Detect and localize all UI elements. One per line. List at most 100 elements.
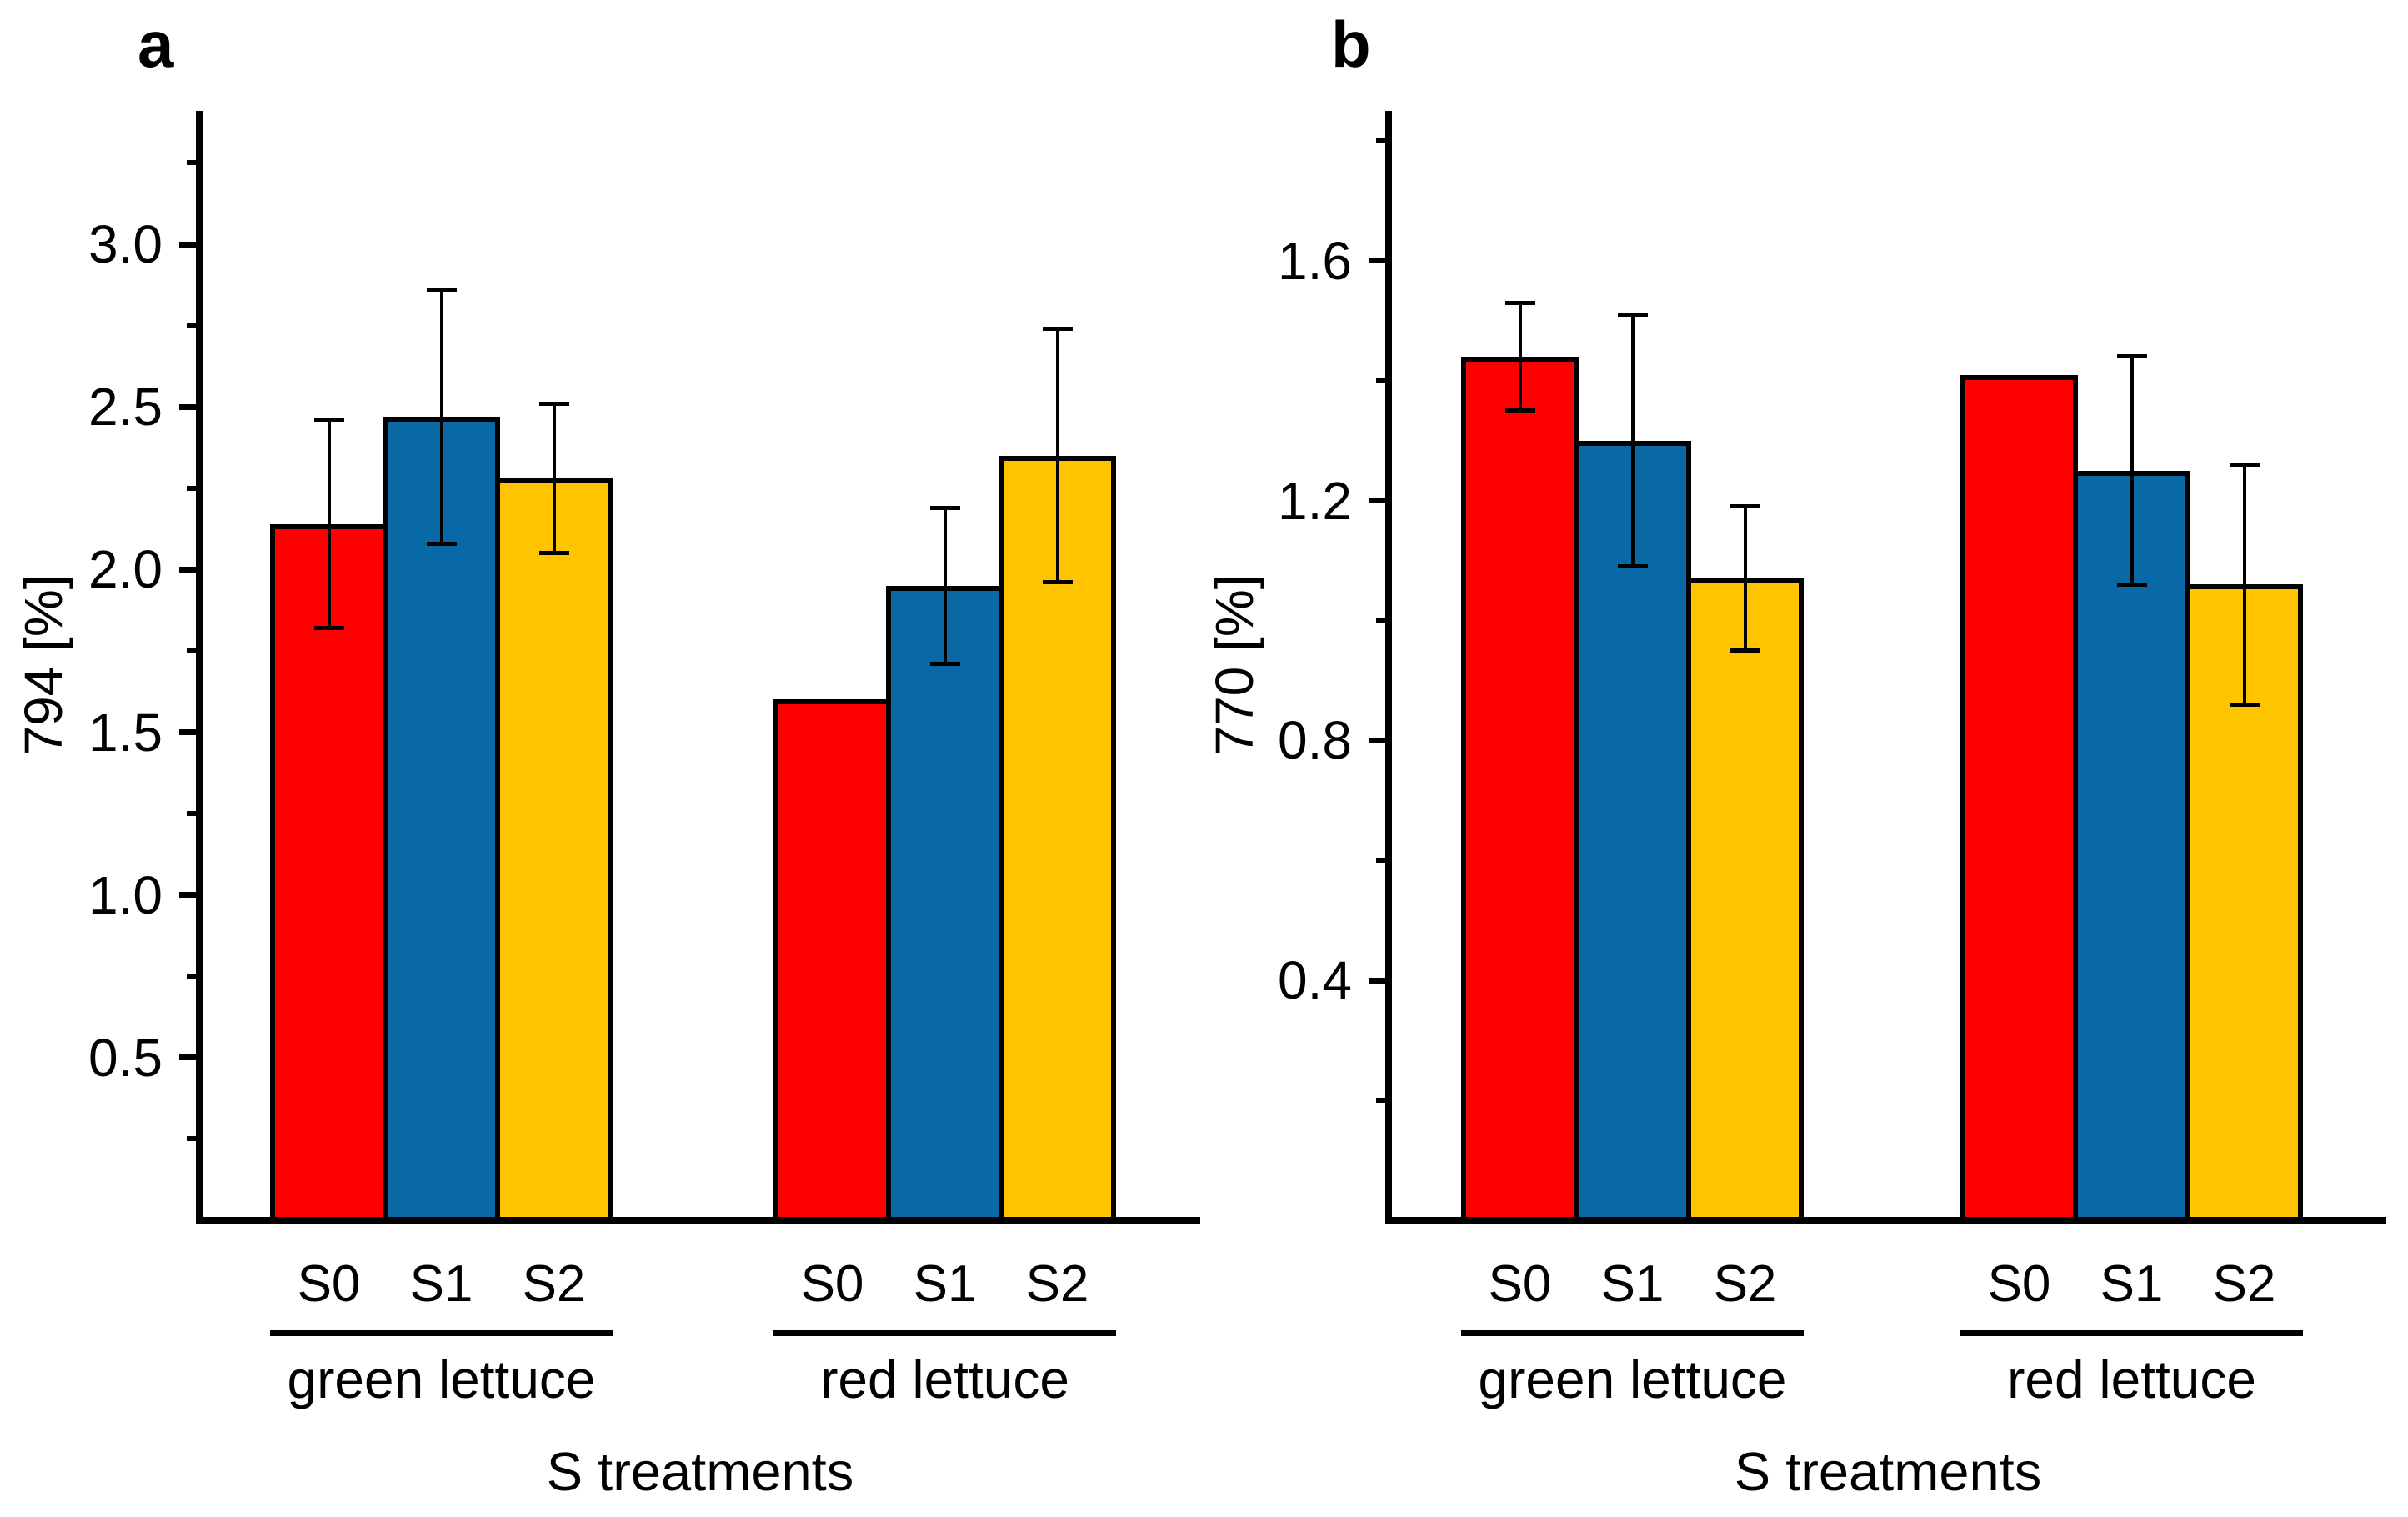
bar-a-red-S1 xyxy=(886,585,1004,1224)
error-bar-b xyxy=(2130,356,2134,585)
panel-b-major-tick xyxy=(1369,258,1385,264)
bar-b-green-S0 xyxy=(1461,356,1579,1224)
group-label-b-green: green lettuce xyxy=(1478,1349,1787,1409)
panel-b-x-axis-title: S treatments xyxy=(1734,1441,2042,1502)
bar-b-red-S1 xyxy=(2073,470,2190,1224)
bar-a-green-S2 xyxy=(495,478,613,1224)
error-bar-cap-a xyxy=(929,505,960,510)
error-bar-b xyxy=(1518,303,1522,411)
panel-a-y-tick-label: 2.0 xyxy=(88,539,163,600)
x-tick-label-a-S2: S2 xyxy=(1025,1255,1089,1313)
error-bar-a xyxy=(943,508,947,664)
panel-b-letter: b xyxy=(1331,8,1371,81)
group-label-a-red: red lettuce xyxy=(820,1349,1069,1409)
panel-a-minor-tick xyxy=(187,160,196,166)
error-bar-cap-b xyxy=(2229,702,2260,707)
group-underline-b xyxy=(1461,1330,1804,1336)
bar-b-green-S2 xyxy=(1686,578,1804,1224)
panel-b-major-tick xyxy=(1369,498,1385,504)
group-underline-a xyxy=(270,1330,613,1336)
x-tick-label-b-S0: S0 xyxy=(1987,1255,2051,1313)
error-bar-cap-b xyxy=(1617,313,1648,318)
panel-a-y-axis xyxy=(196,111,203,1224)
panel-a-minor-tick xyxy=(187,811,196,817)
x-tick-label-a-S2: S2 xyxy=(522,1255,586,1313)
error-bar-cap-b xyxy=(1617,564,1648,569)
error-bar-cap-b xyxy=(1730,648,1760,653)
panel-a-y-tick-label: 3.0 xyxy=(88,214,163,275)
error-bar-cap-a xyxy=(313,626,344,631)
error-bar-cap-a xyxy=(1042,580,1073,585)
error-bar-cap-b xyxy=(2116,582,2147,587)
error-bar-a xyxy=(327,419,331,628)
error-bar-b xyxy=(2242,464,2246,705)
group-underline-a xyxy=(773,1330,1116,1336)
panel-a-major-tick xyxy=(179,892,196,899)
panel-b-y-tick-label: 0.4 xyxy=(1278,950,1352,1011)
panel-a-major-tick xyxy=(179,241,196,248)
panel-a-y-tick-label: 1.5 xyxy=(88,702,163,763)
panel-b-minor-tick xyxy=(1376,378,1385,383)
panel-b-major-tick xyxy=(1369,737,1385,743)
panel-b-y-axis xyxy=(1385,111,1392,1224)
x-tick-label-b-S1: S1 xyxy=(1600,1255,1665,1313)
x-tick-label-a-S1: S1 xyxy=(409,1255,473,1313)
error-bar-cap-b xyxy=(2229,462,2260,467)
error-bar-a xyxy=(1055,328,1059,583)
x-tick-label-b-S2: S2 xyxy=(2212,1255,2276,1313)
group-label-b-red: red lettuce xyxy=(2007,1349,2256,1409)
error-bar-a xyxy=(552,403,556,553)
x-tick-label-b-S1: S1 xyxy=(2100,1255,2164,1313)
error-bar-cap-a xyxy=(929,662,960,667)
error-bar-cap-a xyxy=(1042,327,1073,332)
x-tick-label-a-S0: S0 xyxy=(297,1255,361,1313)
panel-a-minor-tick xyxy=(187,323,196,328)
bar-b-red-S0 xyxy=(1960,374,2078,1224)
panel-b-major-tick xyxy=(1369,977,1385,984)
bar-b-green-S1 xyxy=(1574,440,1691,1224)
error-bar-a xyxy=(439,289,443,544)
panel-a-major-tick xyxy=(179,566,196,573)
panel-a-major-tick xyxy=(179,729,196,736)
panel-a-minor-tick xyxy=(187,974,196,979)
x-tick-label-b-S0: S0 xyxy=(1488,1255,1552,1313)
error-bar-cap-b xyxy=(1730,504,1760,509)
error-bar-b xyxy=(1630,314,1635,567)
panel-a-major-tick xyxy=(179,1054,196,1061)
panel-b-minor-tick xyxy=(1376,1098,1385,1104)
panel-a-minor-tick xyxy=(187,648,196,653)
error-bar-cap-a xyxy=(538,401,569,406)
bar-a-green-S0 xyxy=(270,523,388,1224)
x-tick-label-b-S2: S2 xyxy=(1713,1255,1777,1313)
error-bar-cap-b xyxy=(1504,408,1535,413)
x-tick-label-a-S1: S1 xyxy=(913,1255,977,1313)
panel-a-y-tick-label: 2.5 xyxy=(88,377,163,438)
panel-b-y-tick-label: 1.6 xyxy=(1278,230,1352,291)
error-bar-cap-a xyxy=(313,418,344,423)
error-bar-cap-a xyxy=(426,541,457,546)
panel-a-minor-tick xyxy=(187,1136,196,1142)
panel-a-y-tick-label: 0.5 xyxy=(88,1027,163,1088)
panel-a-major-tick xyxy=(179,403,196,410)
x-tick-label-a-S0: S0 xyxy=(800,1255,864,1313)
panel-b-y-tick-label: 0.8 xyxy=(1278,710,1352,771)
group-underline-b xyxy=(1960,1330,2303,1336)
error-bar-cap-a xyxy=(538,551,569,556)
panel-b-minor-tick xyxy=(1376,138,1385,143)
error-bar-cap-b xyxy=(1504,300,1535,305)
group-label-a-green: green lettuce xyxy=(287,1349,596,1409)
error-bar-cap-b xyxy=(2116,354,2147,359)
panel-b-minor-tick xyxy=(1376,618,1385,623)
panel-a-y-tick-label: 1.0 xyxy=(88,864,163,925)
panel-a-minor-tick xyxy=(187,485,196,491)
panel-a-letter: a xyxy=(138,8,174,81)
panel-a-x-axis xyxy=(196,1217,1200,1224)
panel-b-y-tick-label: 1.2 xyxy=(1278,470,1352,531)
panel-b-minor-tick xyxy=(1376,858,1385,864)
bar-a-red-S0 xyxy=(773,699,891,1224)
error-bar-cap-a xyxy=(426,288,457,293)
error-bar-b xyxy=(1743,506,1747,651)
panel-b-x-axis xyxy=(1385,1217,2386,1224)
panel-a-x-axis-title: S treatments xyxy=(546,1441,854,1502)
